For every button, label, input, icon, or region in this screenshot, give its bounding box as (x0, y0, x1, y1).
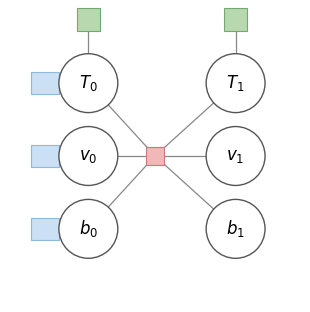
FancyBboxPatch shape (77, 8, 100, 31)
Circle shape (59, 127, 118, 185)
FancyBboxPatch shape (146, 147, 164, 165)
Circle shape (59, 54, 118, 113)
FancyBboxPatch shape (31, 145, 59, 167)
Text: $b_0$: $b_0$ (79, 218, 98, 239)
Text: $T_1$: $T_1$ (226, 73, 245, 93)
Text: $T_0$: $T_0$ (79, 73, 98, 93)
Circle shape (59, 199, 118, 258)
Circle shape (206, 199, 265, 258)
Text: $b_1$: $b_1$ (226, 218, 245, 239)
Circle shape (206, 54, 265, 113)
Text: $v_0$: $v_0$ (79, 147, 98, 165)
Text: $v_1$: $v_1$ (227, 147, 245, 165)
FancyBboxPatch shape (31, 72, 59, 94)
Circle shape (206, 127, 265, 185)
FancyBboxPatch shape (224, 8, 247, 31)
FancyBboxPatch shape (31, 218, 59, 240)
